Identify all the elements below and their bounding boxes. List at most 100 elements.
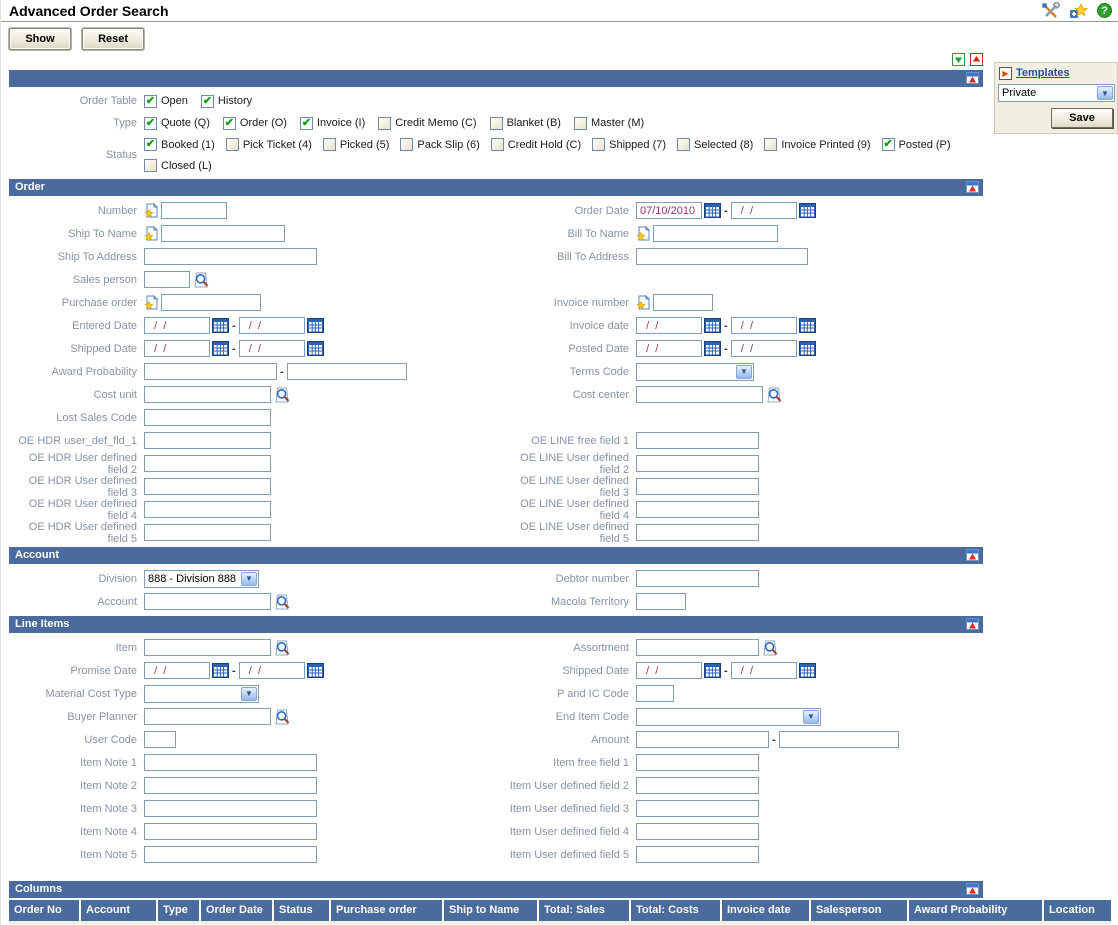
entered-date-input[interactable]	[144, 317, 210, 334]
lost-sales-code-input[interactable]	[144, 409, 271, 426]
purchase-order-list-lookup-icon[interactable]	[144, 295, 159, 310]
ship-to-name-input[interactable]	[161, 225, 285, 242]
oe-hdr-user-defined-field-2-input[interactable]	[144, 455, 271, 472]
award-probability-input[interactable]	[286, 363, 407, 380]
column-header-award-probability[interactable]: Award Probability	[909, 900, 1044, 921]
order-date-input[interactable]	[636, 202, 702, 219]
order-date-calendar-icon[interactable]	[704, 203, 721, 218]
item-lookup-icon[interactable]	[273, 640, 291, 656]
checkbox-history[interactable]	[200, 94, 214, 108]
checkbox-invoice-i[interactable]	[299, 116, 313, 130]
checkbox-shipped-7[interactable]	[592, 138, 606, 151]
column-header-ship-to-name[interactable]: Ship to Name	[444, 900, 539, 921]
checkbox-posted-p[interactable]	[881, 138, 895, 151]
collapse-all-sections-icon[interactable]	[970, 53, 983, 66]
collapse-section-icon[interactable]	[966, 883, 979, 895]
shipped-date-calendar-icon[interactable]	[798, 663, 816, 678]
oe-line-user-defined-field-2-input[interactable]	[636, 455, 759, 472]
column-header-account[interactable]: Account	[81, 900, 158, 921]
number-list-lookup-icon[interactable]	[144, 203, 159, 218]
shipped-date-input[interactable]	[730, 662, 797, 679]
item-note-4-input[interactable]	[144, 823, 317, 840]
checkbox-blanket-b[interactable]	[489, 116, 503, 130]
column-header-status[interactable]: Status	[274, 900, 331, 921]
template-select[interactable]: Private ▼	[998, 84, 1115, 102]
checkbox-pack-slip-6[interactable]	[400, 138, 414, 151]
end-item-code-select[interactable]: ▼	[636, 707, 821, 726]
macola-territory-input[interactable]	[636, 593, 686, 610]
checkbox-open[interactable]	[144, 94, 157, 108]
show-button[interactable]: Show	[9, 28, 71, 50]
sales-person-lookup-icon[interactable]	[192, 272, 210, 288]
column-header-total-costs[interactable]: Total: Costs	[631, 900, 722, 921]
promise-date-input[interactable]	[238, 662, 305, 679]
oe-line-user-defined-field-5-input[interactable]	[636, 524, 759, 541]
checkbox-picked-5[interactable]	[322, 138, 336, 151]
checkbox-pick-ticket-4[interactable]	[225, 138, 239, 151]
oe-line-user-defined-field-3-input[interactable]	[636, 478, 759, 495]
tools-icon[interactable]	[1041, 2, 1060, 19]
collapse-section-icon[interactable]	[966, 72, 979, 84]
expand-all-sections-icon[interactable]	[951, 53, 965, 66]
shipped-date-input[interactable]	[636, 662, 702, 679]
column-header-salesperson[interactable]: Salesperson	[811, 900, 909, 921]
invoice-date-input[interactable]	[730, 317, 797, 334]
posted-date-input[interactable]	[636, 340, 702, 357]
column-header-type[interactable]: Type	[158, 900, 201, 921]
amount-input[interactable]	[778, 731, 899, 748]
promise-date-input[interactable]	[144, 662, 210, 679]
number-input[interactable]	[161, 202, 227, 219]
cost-unit-input[interactable]	[144, 386, 271, 403]
oe-line-user-defined-field-4-input[interactable]	[636, 501, 759, 518]
invoice-date-calendar-icon[interactable]	[798, 318, 816, 333]
reset-button[interactable]: Reset	[82, 28, 145, 50]
invoice-date-input[interactable]	[636, 317, 702, 334]
invoice-date-calendar-icon[interactable]	[704, 318, 721, 333]
oe-hdr-user-def-fld-1-input[interactable]	[144, 432, 271, 449]
account-input[interactable]	[144, 593, 271, 610]
order-date-calendar-icon[interactable]	[798, 203, 816, 218]
column-header-total-sales[interactable]: Total: Sales	[539, 900, 631, 921]
checkbox-quote-q[interactable]	[144, 116, 157, 130]
cost-center-input[interactable]	[636, 386, 763, 403]
column-header-invoice-date[interactable]: Invoice date	[722, 900, 811, 921]
checkbox-closed-l[interactable]	[144, 159, 157, 172]
item-note-1-input[interactable]	[144, 754, 317, 771]
division-select[interactable]: 888 - Division 888 ▼	[144, 569, 259, 588]
save-template-button[interactable]: Save	[1051, 108, 1113, 128]
invoice-number-list-lookup-icon[interactable]	[636, 295, 651, 310]
column-header-order-no[interactable]: Order No	[9, 900, 81, 921]
p-and-ic-code-input[interactable]	[636, 685, 674, 702]
amount-input[interactable]	[636, 731, 769, 748]
oe-hdr-user-defined-field-3-input[interactable]	[144, 478, 271, 495]
chevron-down-icon[interactable]: ▼	[736, 364, 752, 379]
chevron-down-icon[interactable]: ▼	[241, 571, 257, 586]
award-probability-input[interactable]	[144, 363, 277, 380]
account-lookup-icon[interactable]	[273, 594, 291, 610]
chevron-down-icon[interactable]: ▼	[803, 709, 819, 724]
buyer-planner-lookup-icon[interactable]	[273, 709, 291, 725]
item-user-defined-field-5-input[interactable]	[636, 846, 759, 863]
checkbox-order-o[interactable]	[222, 116, 236, 130]
entered-date-calendar-icon[interactable]	[306, 318, 324, 333]
material-cost-type-select[interactable]: ▼	[144, 684, 259, 703]
promise-date-calendar-icon[interactable]	[212, 663, 229, 678]
assortment-input[interactable]	[636, 639, 759, 656]
ship-to-name-list-lookup-icon[interactable]	[144, 226, 159, 241]
purchase-order-input[interactable]	[161, 294, 261, 311]
terms-code-select[interactable]: ▼	[636, 362, 754, 381]
cost-unit-lookup-icon[interactable]	[273, 387, 291, 403]
chevron-down-icon[interactable]: ▼	[1097, 86, 1113, 100]
chevron-down-icon[interactable]: ▼	[241, 686, 257, 701]
item-input[interactable]	[144, 639, 271, 656]
column-header-location[interactable]: Location	[1044, 900, 1111, 921]
help-icon[interactable]: ?	[1097, 3, 1112, 18]
promise-date-calendar-icon[interactable]	[306, 663, 324, 678]
bill-to-address-input[interactable]	[636, 248, 808, 265]
sales-person-input[interactable]	[144, 271, 190, 288]
entered-date-calendar-icon[interactable]	[212, 318, 229, 333]
assortment-lookup-icon[interactable]	[761, 640, 779, 656]
column-header-order-date[interactable]: Order Date	[201, 900, 274, 921]
order-date-input[interactable]	[730, 202, 797, 219]
item-note-5-input[interactable]	[144, 846, 317, 863]
